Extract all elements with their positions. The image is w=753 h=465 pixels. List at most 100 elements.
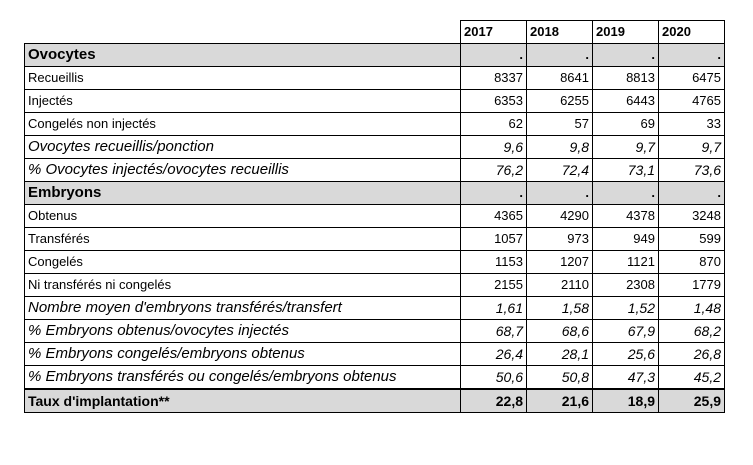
value-cell-2018: 9,8 <box>526 135 593 159</box>
row-label: Injectés <box>24 89 461 113</box>
year-header-2018: 2018 <box>526 20 593 44</box>
value-cell-2020: 599 <box>658 227 725 251</box>
value-cell-2018: . <box>526 181 593 205</box>
row-label: Embryons <box>24 181 461 205</box>
value-cell-2018: 28,1 <box>526 342 593 366</box>
section-header-row: Ovocytes.... <box>24 43 725 67</box>
table-row: % Ovocytes injectés/ovocytes recueillis 7… <box>24 158 725 182</box>
table-row: Recueillis 8337 8641 8813 6475 <box>24 66 725 90</box>
table-body: 2017 2018 2019 2020 Ovocytes.... Recueill… <box>24 20 725 413</box>
value-cell-2017: 9,6 <box>460 135 527 159</box>
value-cell-2019: 6443 <box>592 89 659 113</box>
row-label: % Ovocytes injectés/ovocytes recueillis <box>24 158 461 182</box>
value-cell-2017: 1,61 <box>460 296 527 320</box>
value-cell-2020: . <box>658 43 725 67</box>
value-cell-2020: 33 <box>658 112 725 136</box>
value-cell-2020: 26,8 <box>658 342 725 366</box>
value-cell-2019: 9,7 <box>592 135 659 159</box>
year-header-2020: 2020 <box>658 20 725 44</box>
value-cell-2019: 47,3 <box>592 365 659 390</box>
row-label: Obtenus <box>24 204 461 228</box>
value-cell-2018: 1207 <box>526 250 593 274</box>
row-label: Ovocytes recueillis/ponction <box>24 135 461 159</box>
table-row: % Embryons transférés ou congelés/embryo… <box>24 365 725 390</box>
table-row: Obtenus 4365 4290 4378 3248 <box>24 204 725 228</box>
table-row: Congelés non injectés 62 57 69 33 <box>24 112 725 136</box>
value-cell-2020: 45,2 <box>658 365 725 390</box>
value-cell-2019: 18,9 <box>592 388 659 413</box>
value-cell-2017: 1057 <box>460 227 527 251</box>
value-cell-2018: 2110 <box>526 273 593 297</box>
value-cell-2018: . <box>526 43 593 67</box>
value-cell-2017: 22,8 <box>460 388 527 413</box>
value-cell-2017: . <box>460 43 527 67</box>
table-row: Nombre moyen d'embryons transférés/trans… <box>24 296 725 320</box>
row-label: % Embryons transférés ou congelés/embryo… <box>24 365 461 390</box>
value-cell-2020: 1,48 <box>658 296 725 320</box>
year-header-row: 2017 2018 2019 2020 <box>24 20 725 44</box>
value-cell-2019: 73,1 <box>592 158 659 182</box>
value-cell-2018: 21,6 <box>526 388 593 413</box>
row-label: % Embryons obtenus/ovocytes injectés <box>24 319 461 343</box>
value-cell-2020: 6475 <box>658 66 725 90</box>
value-cell-2017: 68,7 <box>460 319 527 343</box>
value-cell-2018: 6255 <box>526 89 593 113</box>
value-cell-2019: 4378 <box>592 204 659 228</box>
total-row: Taux d'implantation** 22,8 21,6 18,9 25,9 <box>24 388 725 413</box>
table-row: Injectés 6353 6255 6443 4765 <box>24 89 725 113</box>
value-cell-2017: 26,4 <box>460 342 527 366</box>
value-cell-2017: 6353 <box>460 89 527 113</box>
row-label: Congelés <box>24 250 461 274</box>
value-cell-2019: 69 <box>592 112 659 136</box>
value-cell-2020: 25,9 <box>658 388 725 413</box>
value-cell-2019: 8813 <box>592 66 659 90</box>
year-header-2017: 2017 <box>460 20 527 44</box>
table-row: Ovocytes recueillis/ponction 9,6 9,8 9,7 9,7 <box>24 135 725 159</box>
table-row: Transférés 1057 973 949 599 <box>24 227 725 251</box>
statistics-table: 2017 2018 2019 2020 Ovocytes.... Recueill… <box>24 20 725 413</box>
row-label: Taux d'implantation** <box>24 388 461 413</box>
value-cell-2018: 72,4 <box>526 158 593 182</box>
value-cell-2019: 67,9 <box>592 319 659 343</box>
value-cell-2019: 25,6 <box>592 342 659 366</box>
value-cell-2019: 1,52 <box>592 296 659 320</box>
value-cell-2017: . <box>460 181 527 205</box>
value-cell-2017: 76,2 <box>460 158 527 182</box>
value-cell-2017: 2155 <box>460 273 527 297</box>
row-label: Congelés non injectés <box>24 112 461 136</box>
value-cell-2017: 50,6 <box>460 365 527 390</box>
value-cell-2020: 73,6 <box>658 158 725 182</box>
value-cell-2020: 3248 <box>658 204 725 228</box>
value-cell-2020: 1779 <box>658 273 725 297</box>
value-cell-2020: 870 <box>658 250 725 274</box>
value-cell-2020: 4765 <box>658 89 725 113</box>
table-row: % Embryons congelés/embryons obtenus 26,4… <box>24 342 725 366</box>
value-cell-2018: 8641 <box>526 66 593 90</box>
row-label: Nombre moyen d'embryons transférés/trans… <box>24 296 461 320</box>
value-cell-2017: 8337 <box>460 66 527 90</box>
year-header-2019: 2019 <box>592 20 659 44</box>
value-cell-2017: 1153 <box>460 250 527 274</box>
value-cell-2018: 50,8 <box>526 365 593 390</box>
value-cell-2017: 4365 <box>460 204 527 228</box>
value-cell-2019: 949 <box>592 227 659 251</box>
value-cell-2018: 973 <box>526 227 593 251</box>
value-cell-2020: 68,2 <box>658 319 725 343</box>
table-row: Congelés 1153 1207 1121 870 <box>24 250 725 274</box>
row-label: Transférés <box>24 227 461 251</box>
row-label: Ovocytes <box>24 43 461 67</box>
value-cell-2019: 1121 <box>592 250 659 274</box>
value-cell-2019: . <box>592 181 659 205</box>
value-cell-2020: 9,7 <box>658 135 725 159</box>
value-cell-2018: 57 <box>526 112 593 136</box>
row-label: Recueillis <box>24 66 461 90</box>
table-row: Ni transférés ni congelés 2155 2110 2308 177… <box>24 273 725 297</box>
value-cell-2019: 2308 <box>592 273 659 297</box>
value-cell-2019: . <box>592 43 659 67</box>
value-cell-2017: 62 <box>460 112 527 136</box>
value-cell-2018: 68,6 <box>526 319 593 343</box>
value-cell-2020: . <box>658 181 725 205</box>
row-label: % Embryons congelés/embryons obtenus <box>24 342 461 366</box>
table-row: % Embryons obtenus/ovocytes injectés 68,7… <box>24 319 725 343</box>
value-cell-2018: 1,58 <box>526 296 593 320</box>
